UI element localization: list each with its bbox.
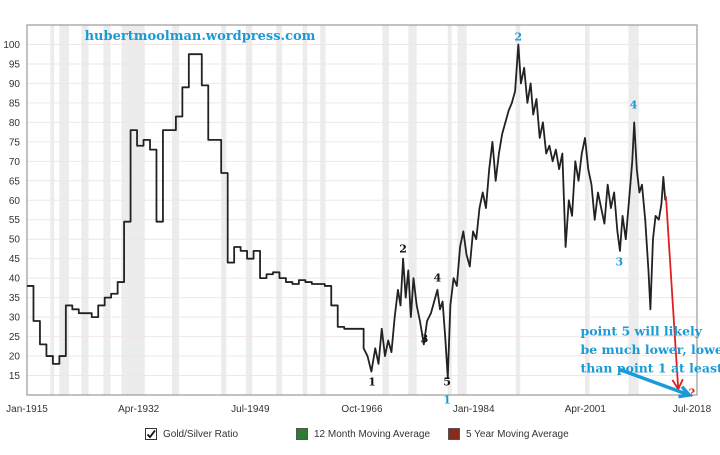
y-tick-label: 65: [9, 176, 21, 187]
y-tick-label: 50: [9, 235, 21, 246]
y-tick-label: 15: [9, 371, 21, 382]
y-tick-label: 45: [9, 254, 21, 265]
y-tick-label: 80: [9, 118, 21, 129]
arrows: [619, 196, 693, 399]
annotations: 1 2 3 4 5 1 2 3 4?: [368, 31, 695, 407]
point-label: 3: [615, 255, 623, 268]
y-tick-label: 35: [9, 293, 21, 304]
x-tick-label: Apr-1932: [118, 404, 160, 415]
note-line: be much lower, lower: [580, 342, 720, 357]
recession-band: [221, 25, 227, 395]
recession-band: [276, 25, 283, 395]
y-tick-label: 55: [9, 215, 21, 226]
point-label: 2: [515, 31, 523, 44]
recession-band: [628, 25, 639, 395]
point-label: 2: [399, 242, 407, 255]
y-tick-label: 85: [9, 98, 21, 109]
note-line: than point 1 at least: [580, 360, 720, 375]
recession-band: [382, 25, 389, 395]
recession-band: [408, 25, 417, 395]
x-tick-label: Jan-1984: [453, 404, 495, 415]
recession-bands: [50, 25, 639, 395]
y-tick-label: 40: [9, 274, 21, 285]
legend: Gold/Silver Ratio 12 Month Moving Averag…: [0, 428, 720, 446]
series-lines: [27, 43, 667, 379]
checkbox-checked-icon[interactable]: [145, 428, 157, 440]
recession-band: [302, 25, 308, 395]
note-text: point 5 will likely be much lower, lower t…: [580, 323, 720, 375]
legend-item-5-year-ma[interactable]: 5 Year Moving Average: [448, 428, 569, 440]
point-label: 4: [630, 98, 638, 111]
x-tick-label: Jan-1915: [6, 404, 48, 415]
legend-item-gold-silver-ratio[interactable]: Gold/Silver Ratio: [145, 428, 238, 440]
recession-band: [585, 25, 590, 395]
recession-band: [81, 25, 89, 395]
recession-band: [515, 25, 521, 395]
legend-label: Gold/Silver Ratio: [163, 428, 239, 440]
point-label: 4: [434, 272, 442, 285]
point-label: ?: [689, 387, 695, 400]
plot-border: [26, 24, 698, 396]
x-tick-label: Oct-1966: [341, 404, 383, 415]
x-tick-label: Jul-1949: [231, 404, 270, 415]
y-tick-label: 100: [3, 40, 20, 51]
recession-band: [50, 25, 55, 395]
legend-label: 12 Month Moving Average: [314, 428, 431, 440]
legend-swatch-green[interactable]: [296, 428, 308, 440]
y-tick-label: 70: [9, 157, 21, 168]
x-tick-label: Apr-2001: [565, 404, 607, 415]
recession-band: [59, 25, 70, 395]
blue-note-arrow-head: [678, 385, 693, 399]
y-tick-label: 25: [9, 332, 21, 343]
point-label: 1: [368, 375, 376, 388]
y-tick-label: 90: [9, 79, 21, 90]
note-line: point 5 will likely: [580, 323, 702, 338]
red-projection-arrow-shaft: [665, 196, 680, 390]
y-tick-label: 75: [9, 137, 21, 148]
point-label: 5: [443, 376, 451, 389]
recession-band: [447, 25, 452, 395]
y-tick-label: 20: [9, 352, 21, 363]
recession-band: [457, 25, 467, 395]
watermark: hubertmoolman.wordpress.com: [85, 29, 316, 44]
x-axis-ticks: Jan-1915 Apr-1932 Jul-1949 Oct-1966 Jan-1984…: [6, 404, 711, 415]
point-label: 1: [443, 394, 451, 407]
recession-band: [172, 25, 180, 395]
y-axis-ticks: 15 20 25 30 35 40 45 50 55 60 65 70 75 80 85 90 95 100: [3, 40, 20, 382]
recession-band: [245, 25, 253, 395]
recession-band: [103, 25, 111, 395]
recession-band: [121, 25, 145, 395]
y-tick-label: 30: [9, 313, 21, 324]
y-tick-label: 95: [9, 59, 21, 70]
gold-silver-ratio-line: [27, 43, 667, 379]
point-label: 3: [421, 332, 429, 345]
legend-swatch-red[interactable]: [448, 428, 460, 440]
recession-band: [320, 25, 326, 395]
blue-note-arrow-shaft: [619, 368, 690, 397]
legend-item-12-month-ma[interactable]: 12 Month Moving Average: [296, 428, 430, 440]
y-tick-label: 60: [9, 196, 21, 207]
x-tick-label: Jul-2018: [673, 404, 712, 415]
legend-label: 5 Year Moving Average: [466, 428, 569, 440]
